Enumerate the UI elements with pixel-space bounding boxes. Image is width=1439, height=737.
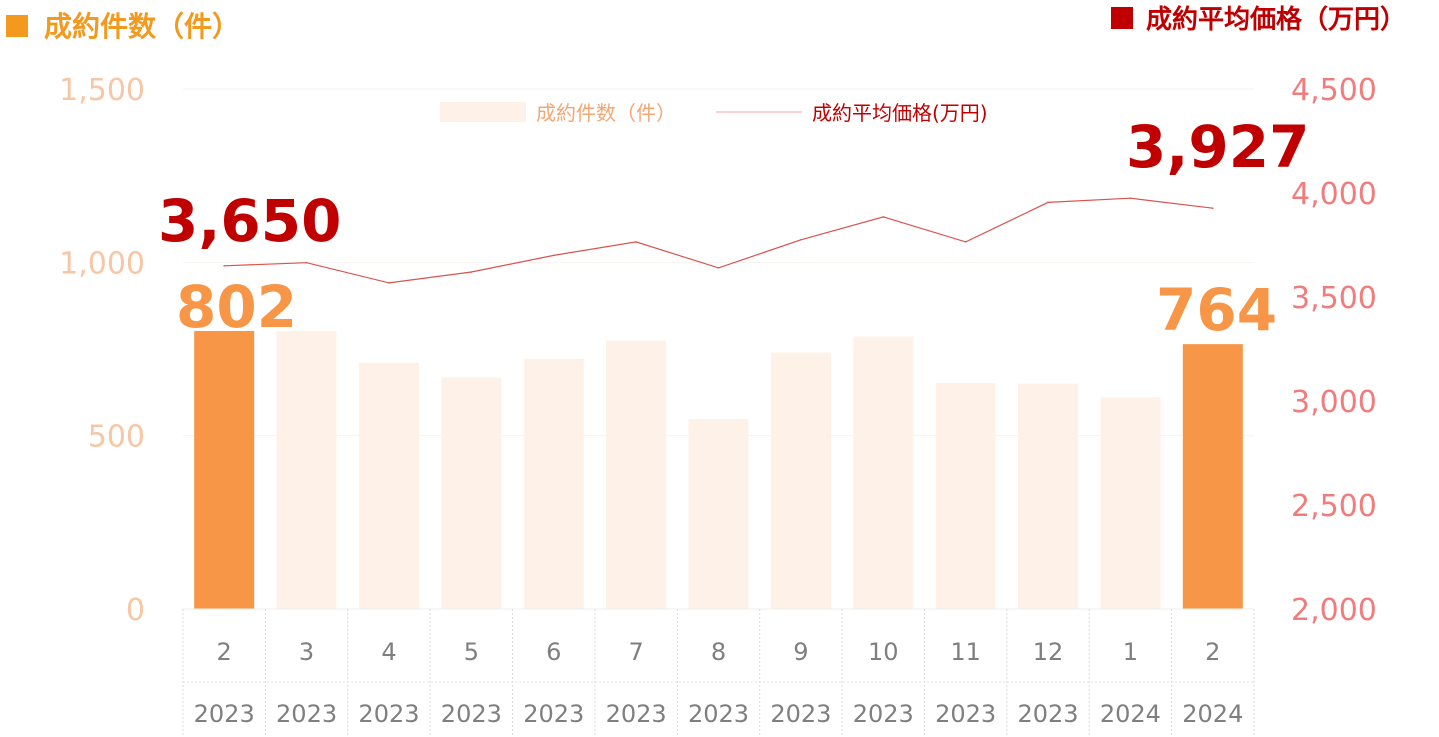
bar bbox=[935, 382, 996, 609]
x-year-label: 2023 bbox=[194, 700, 255, 728]
line-point bbox=[964, 241, 967, 243]
line-point bbox=[388, 282, 390, 284]
x-year-label: 2024 bbox=[1100, 700, 1161, 728]
y-axis-left: 0 500 1,000 1,500 bbox=[59, 73, 145, 628]
x-year-label: 2023 bbox=[1017, 700, 1078, 728]
bar bbox=[853, 336, 914, 609]
x-month-label: 8 bbox=[711, 638, 726, 666]
x-year-label: 2023 bbox=[358, 700, 419, 728]
x-month-label: 10 bbox=[868, 638, 899, 666]
label-line-first: 3,650 bbox=[158, 187, 341, 255]
bar bbox=[770, 352, 831, 609]
y-right-tick-label: 4,000 bbox=[1291, 177, 1377, 212]
line-point bbox=[223, 265, 225, 267]
bar bbox=[194, 330, 255, 609]
bar bbox=[688, 419, 749, 609]
label-line-last: 3,927 bbox=[1126, 113, 1309, 181]
y-right-tick-label: 3,000 bbox=[1291, 385, 1377, 420]
x-month-label: 12 bbox=[1033, 638, 1064, 666]
x-month-label: 2 bbox=[217, 638, 232, 666]
line-point bbox=[800, 239, 802, 241]
bar bbox=[1100, 397, 1161, 609]
title-left-marker bbox=[6, 15, 28, 37]
legend-bar-swatch bbox=[440, 102, 526, 122]
x-year-label: 2024 bbox=[1182, 700, 1243, 728]
line-point bbox=[1129, 197, 1132, 199]
bars bbox=[194, 330, 1243, 609]
line-point bbox=[1212, 207, 1214, 209]
title-right: 成約平均価格（万円） bbox=[1146, 4, 1406, 35]
line-point bbox=[882, 216, 885, 218]
line-point bbox=[305, 261, 308, 264]
bar bbox=[1182, 344, 1243, 609]
x-month-label: 7 bbox=[628, 638, 643, 666]
legend-line-label: 成約平均価格(万円) bbox=[812, 101, 988, 125]
bar bbox=[441, 377, 502, 609]
x-axis: 2 2023 3 2023 4 2023 5 2023 6 2023 7 2023 8 2023 9 2023… bbox=[182, 608, 1255, 737]
legend-bar-label: 成約件数（件） bbox=[536, 101, 676, 125]
bar bbox=[523, 358, 584, 609]
x-year-label: 2023 bbox=[276, 700, 337, 728]
x-year-label: 2023 bbox=[441, 700, 502, 728]
bar bbox=[358, 362, 419, 609]
y-left-tick-label: 0 bbox=[126, 593, 145, 628]
x-month-label: 1 bbox=[1123, 638, 1138, 666]
label-bar-first: 802 bbox=[176, 273, 297, 341]
x-year-label: 2023 bbox=[853, 700, 914, 728]
x-month-label: 4 bbox=[381, 638, 396, 666]
bar bbox=[1018, 383, 1079, 609]
y-left-tick-label: 1,000 bbox=[59, 246, 145, 281]
bar bbox=[606, 340, 667, 609]
y-axis-right: 2,000 2,500 3,000 3,500 4,000 4,500 bbox=[1291, 73, 1377, 628]
legend: 成約件数（件） 成約平均価格(万円) bbox=[440, 101, 988, 125]
line-point bbox=[1047, 201, 1049, 204]
price-line-path bbox=[224, 197, 1213, 284]
y-right-tick-label: 4,500 bbox=[1291, 73, 1377, 108]
x-year-label: 2023 bbox=[606, 700, 667, 728]
x-month-label: 2 bbox=[1205, 638, 1220, 666]
x-year-label: 2023 bbox=[770, 700, 831, 728]
title-left: 成約件数（件） bbox=[44, 10, 240, 43]
line-point bbox=[470, 271, 473, 273]
x-month-label: 6 bbox=[546, 638, 561, 666]
line-point bbox=[717, 267, 720, 269]
gridlines bbox=[183, 88, 1254, 437]
y-left-tick-label: 1,500 bbox=[59, 73, 145, 108]
title-right-marker bbox=[1111, 7, 1133, 29]
x-month-label: 3 bbox=[299, 638, 314, 666]
x-month-label: 5 bbox=[464, 638, 479, 666]
price-line bbox=[223, 197, 1214, 284]
x-month-label: 11 bbox=[950, 638, 981, 666]
y-right-tick-label: 2,000 bbox=[1291, 593, 1377, 628]
line-point bbox=[552, 254, 555, 257]
label-bar-last: 764 bbox=[1156, 276, 1277, 344]
x-year-label: 2023 bbox=[688, 700, 749, 728]
bar bbox=[276, 330, 337, 609]
y-right-tick-label: 2,500 bbox=[1291, 489, 1377, 524]
y-left-tick-label: 500 bbox=[88, 420, 145, 455]
x-month-label: 9 bbox=[793, 638, 808, 666]
x-year-label: 2023 bbox=[523, 700, 584, 728]
y-right-tick-label: 3,500 bbox=[1291, 281, 1377, 316]
x-year-label: 2023 bbox=[935, 700, 996, 728]
line-point bbox=[635, 241, 637, 243]
